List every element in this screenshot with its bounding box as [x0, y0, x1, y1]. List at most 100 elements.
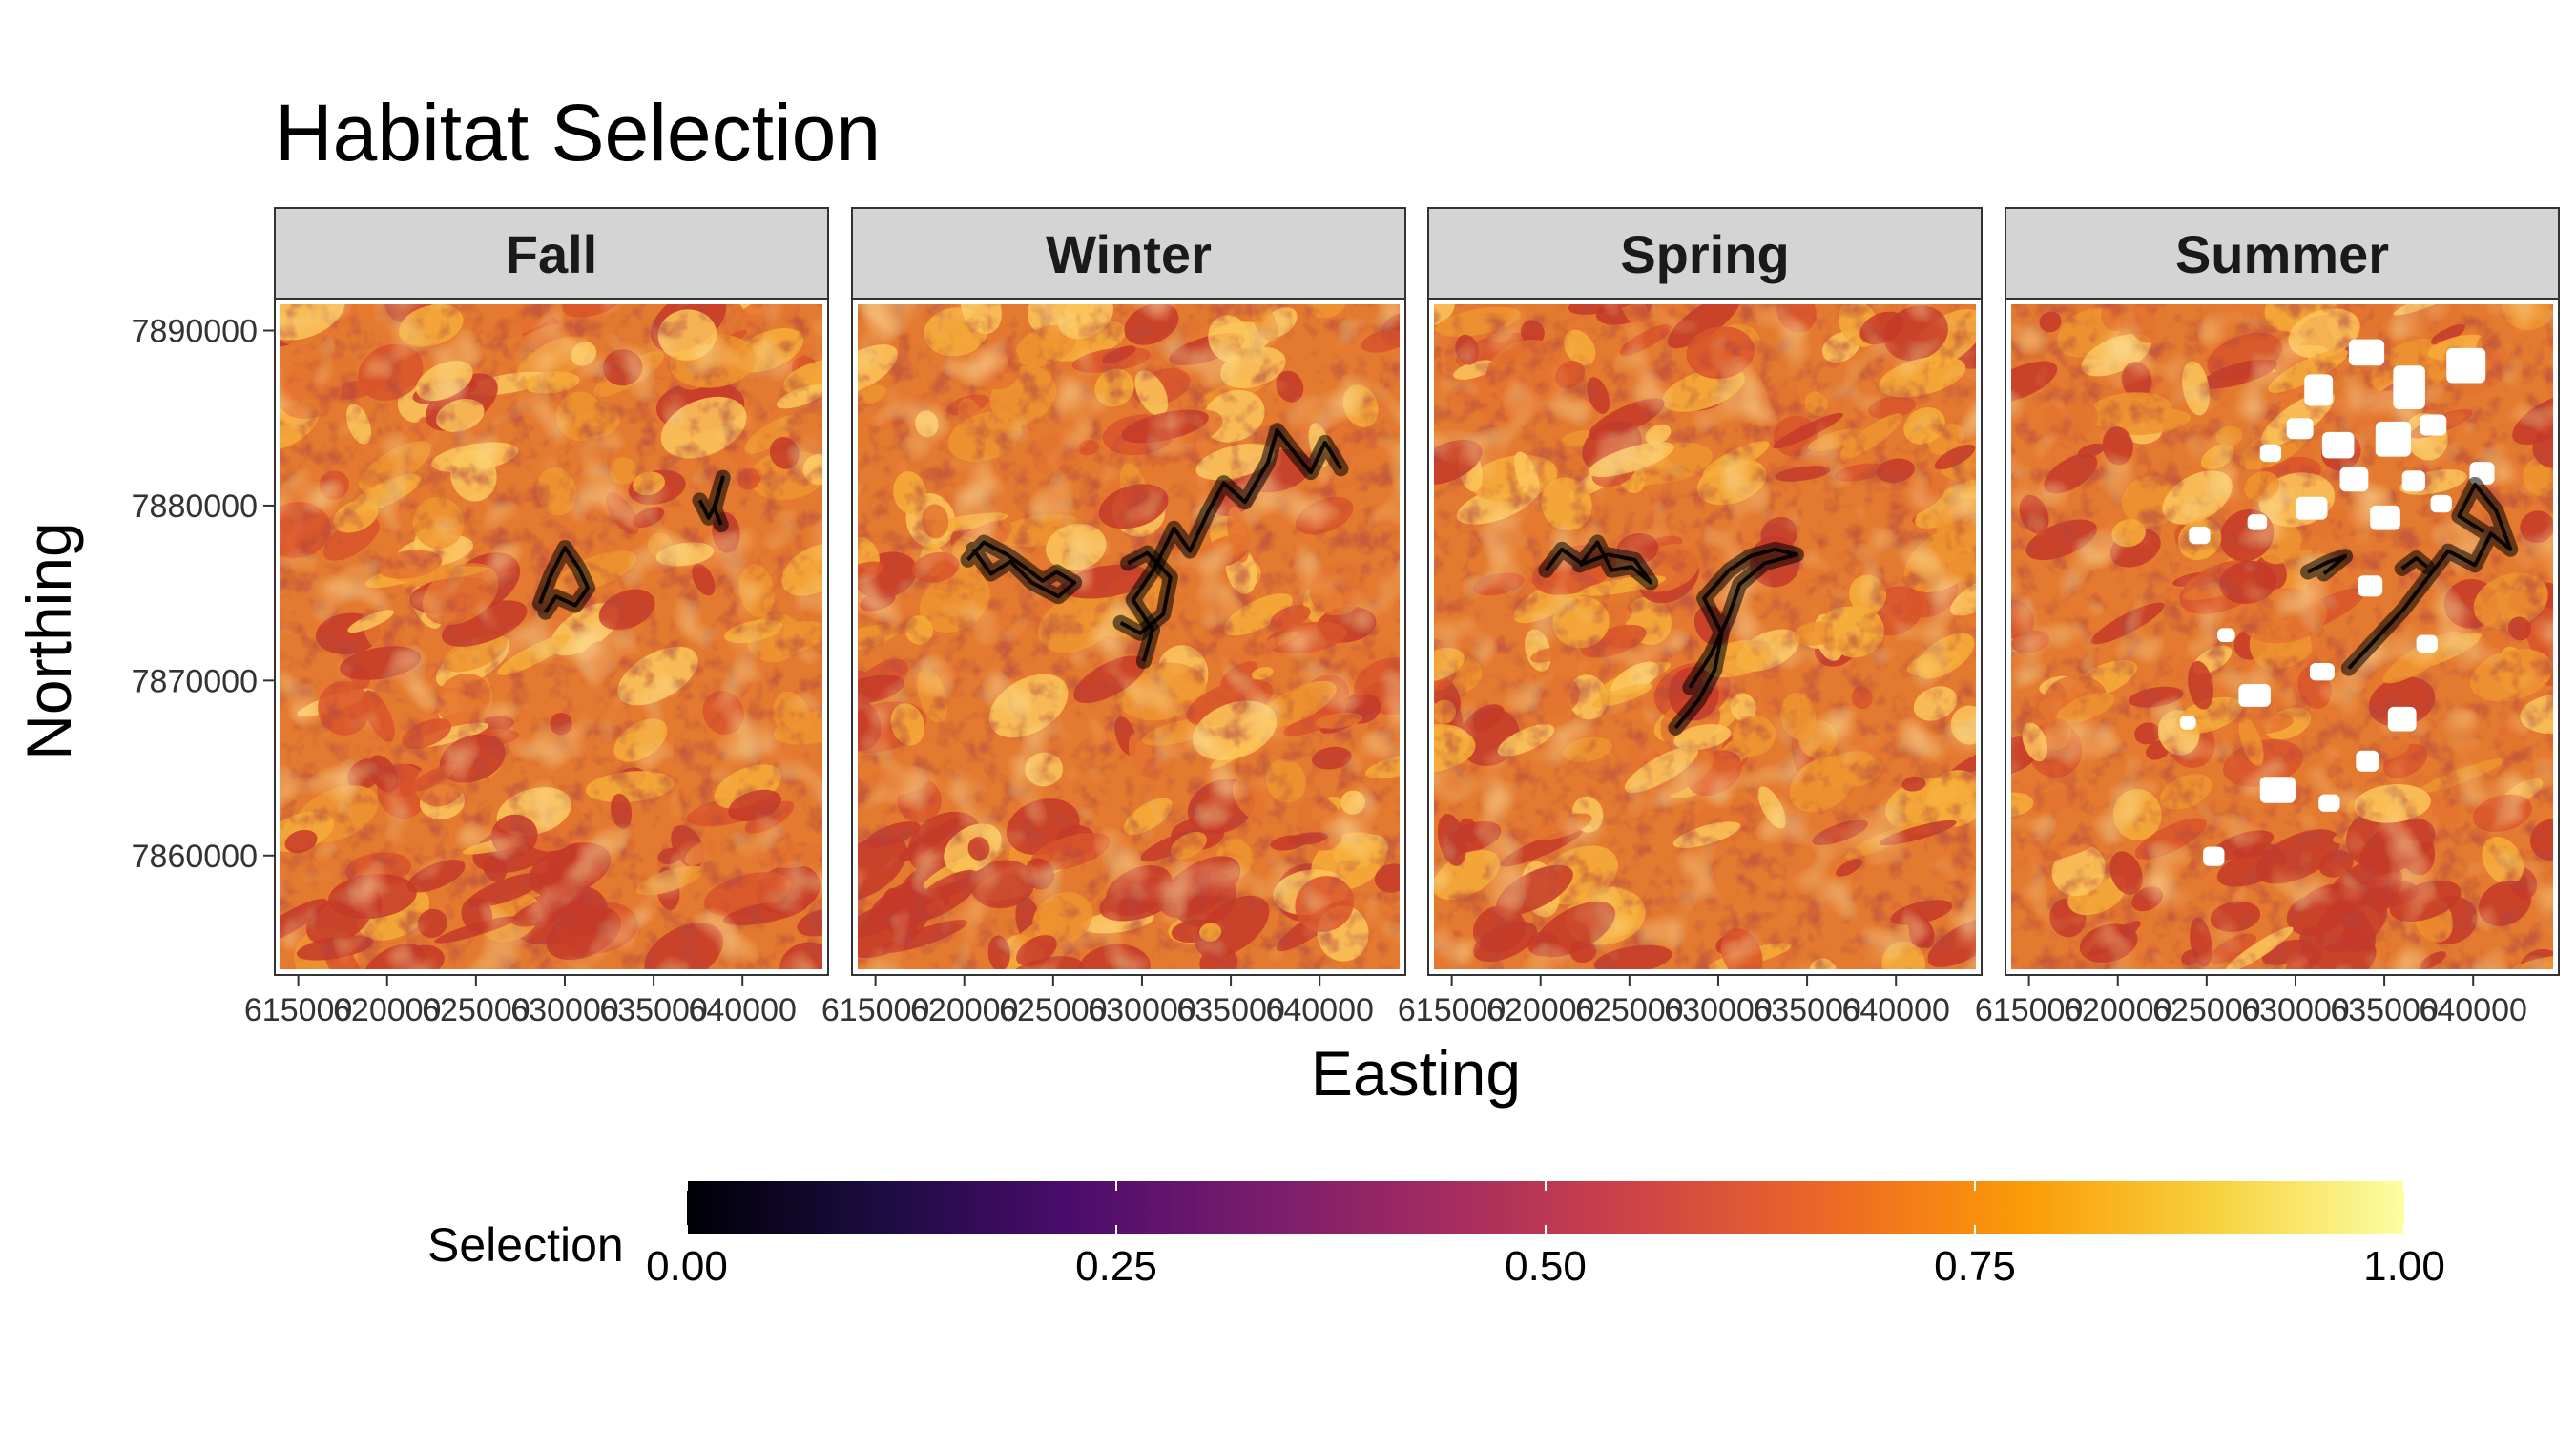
missing-data-patch: [2420, 414, 2447, 436]
facet-label-spring: Spring: [1620, 224, 1789, 284]
selection-raster-winter: [858, 304, 1400, 969]
missing-data-patch: [2304, 374, 2334, 406]
movement-track-line: [2400, 556, 2429, 570]
selection-raster-spring: [1434, 304, 1976, 969]
facet-label-winter: Winter: [1046, 224, 1212, 284]
facet-strip-summer: [2005, 207, 2560, 300]
legend: Selection 0.00 0.25 0.50 0.75 1.00: [427, 1181, 2445, 1290]
movement-track-line: [2307, 554, 2348, 576]
x-tick-label: 630000: [1088, 992, 1195, 1028]
missing-data-patch: [2238, 684, 2271, 707]
facet-panels: Fall615000620000625000630000635000640000…: [132, 207, 2560, 1028]
colorbar-tick-label: 0.25: [1075, 1243, 1157, 1290]
missing-data-patch: [2259, 444, 2282, 463]
facet-winter: Winter 6150006200006250006300006350006400…: [821, 207, 1406, 1028]
x-tick-label: 640000: [2419, 992, 2526, 1028]
colorbar-ticks: 0.00 0.25 0.50 0.75 1.00: [646, 1181, 2445, 1290]
panel-border-fall: [274, 298, 829, 976]
missing-data-patch: [2370, 505, 2400, 530]
missing-data-patch: [2247, 514, 2268, 530]
x-tick-label: 625000: [999, 992, 1107, 1028]
x-axis-title: Easting: [1311, 1038, 1521, 1109]
movement-tracks-fall: [531, 469, 731, 620]
x-tick-label: 640000: [688, 992, 796, 1028]
missing-data-patch: [2295, 496, 2328, 520]
missing-data-patch: [2179, 716, 2196, 730]
movement-track-line: [1119, 550, 1173, 635]
chart-title: Habitat Selection: [275, 88, 881, 177]
x-tick-label: 640000: [1841, 992, 1949, 1028]
x-tick-label: 620000: [2064, 992, 2171, 1028]
movement-tracks-spring: [1538, 534, 1804, 736]
x-tick-label: 635000: [1753, 992, 1860, 1028]
selection-raster-summer: [2011, 304, 2553, 969]
missing-data-patch: [2309, 663, 2335, 681]
movement-track-line: [697, 475, 725, 526]
x-tick-label: 620000: [910, 992, 1018, 1028]
missing-data-patch: [2339, 467, 2369, 492]
panel-border-winter: [851, 298, 1406, 976]
x-tick-label: 620000: [1486, 992, 1594, 1028]
x-tick-label: 615000: [821, 992, 929, 1028]
missing-data-patch: [2416, 634, 2438, 653]
movement-track-line: [2347, 482, 2513, 670]
movement-tracks-summer: [2300, 476, 2519, 676]
x-tick-label: 620000: [333, 992, 441, 1028]
facet-summer: Summer 6150006200006250006300006350006400…: [1975, 207, 2560, 1028]
colorbar-tick-label: 0.75: [1934, 1243, 2016, 1290]
panel-border-summer: [2005, 298, 2560, 976]
colorbar-tick-label: 1.00: [2363, 1243, 2445, 1290]
missing-data-patch: [2217, 628, 2235, 643]
y-tick-label: 7860000: [132, 839, 258, 875]
facet-spring: Spring 6150006200006250006300006350006400…: [1398, 207, 1983, 1028]
movement-track-line: [966, 540, 1077, 599]
missing-data-patch: [2321, 431, 2355, 459]
missing-data-patch: [2318, 794, 2340, 812]
y-axis-title: Northing: [13, 522, 84, 759]
y-tick-label: 7880000: [132, 488, 258, 525]
movement-track-line: [1544, 540, 1653, 585]
facet-strip-spring: [1427, 207, 1983, 300]
facet-label-summer: Summer: [2175, 224, 2389, 284]
x-tick-label: 625000: [2152, 992, 2260, 1028]
selection-raster-fall: [280, 304, 822, 969]
x-tick-label: 630000: [1664, 992, 1772, 1028]
x-tick-label: 625000: [422, 992, 530, 1028]
missing-data-patch: [2446, 347, 2486, 384]
legend-title: Selection: [427, 1218, 624, 1272]
x-tick-label: 615000: [1975, 992, 2083, 1028]
x-tick-label: 625000: [1575, 992, 1683, 1028]
movement-track-line: [1131, 428, 1343, 662]
missing-data-patch: [2286, 418, 2314, 440]
missing-data-patch: [2356, 750, 2379, 772]
missing-data-patch: [2393, 365, 2425, 410]
missing-data-patch: [2189, 526, 2211, 545]
facet-strip-fall: [274, 207, 829, 300]
missing-data-patch: [2203, 846, 2225, 866]
x-tick-label: 640000: [1265, 992, 1373, 1028]
movement-tracks-winter: [960, 423, 1349, 670]
missing-data-patch: [2430, 494, 2452, 513]
facet-label-fall: Fall: [506, 224, 597, 284]
x-tick-label: 630000: [510, 992, 618, 1028]
movement-track-line: [1673, 547, 1798, 730]
missing-data-patch: [2348, 339, 2385, 366]
x-tick-label: 615000: [1398, 992, 1506, 1028]
x-tick-label: 635000: [599, 992, 707, 1028]
facet-fall: Fall 615000620000625000630000635000640000…: [132, 207, 829, 1028]
missing-data-patch: [2259, 777, 2296, 803]
colorbar-tick-label: 0.00: [646, 1243, 728, 1290]
facet-strip-winter: [851, 207, 1406, 300]
colorbar-tick-label: 0.50: [1505, 1243, 1587, 1290]
x-tick-label: 635000: [1176, 992, 1284, 1028]
missing-data-patch: [2401, 470, 2425, 492]
missing-data-patch: [2375, 421, 2412, 457]
missing-data-patch: [2358, 575, 2383, 597]
x-tick-label: 635000: [2330, 992, 2438, 1028]
y-tick-label: 7870000: [132, 663, 258, 699]
missing-data-patch: [2387, 706, 2417, 732]
movement-track-line: [538, 546, 591, 613]
x-tick-label: 615000: [244, 992, 352, 1028]
y-tick-label: 7890000: [132, 314, 258, 350]
